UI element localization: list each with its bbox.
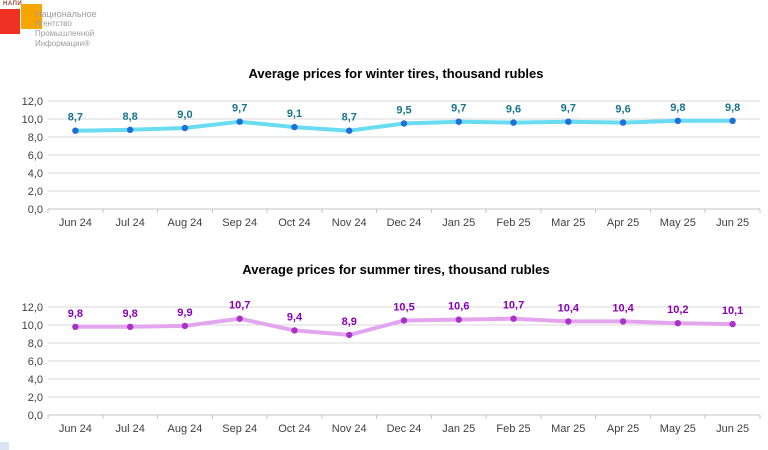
svg-text:Jan 25: Jan 25 (442, 217, 475, 229)
svg-text:9,4: 9,4 (287, 311, 303, 323)
napi-logo-orange-square-icon (21, 4, 42, 29)
svg-text:9,7: 9,7 (451, 103, 466, 115)
svg-text:9,1: 9,1 (287, 108, 302, 120)
svg-text:12,0: 12,0 (22, 96, 43, 108)
logo-line-1: Национальное (35, 9, 97, 19)
logo-line-3: Промышленной (35, 29, 95, 38)
svg-text:8,8: 8,8 (123, 111, 138, 123)
svg-text:Apr 25: Apr 25 (607, 217, 639, 229)
svg-text:Nov 24: Nov 24 (332, 423, 367, 435)
svg-text:10,2: 10,2 (667, 304, 688, 316)
summer-chart-title: Average prices for summer tires, thousan… (242, 262, 550, 277)
svg-text:6,0: 6,0 (28, 356, 43, 368)
svg-text:8,7: 8,7 (68, 112, 83, 124)
svg-text:10,7: 10,7 (229, 300, 250, 312)
svg-text:2,0: 2,0 (28, 392, 43, 404)
svg-text:Oct 24: Oct 24 (278, 217, 310, 229)
svg-text:Jun 25: Jun 25 (716, 423, 749, 435)
winter-tires-line-chart: 12,0 10,0 8,0 6,0 4,0 2,0 0,0 Jun 24 Jul 24 Aug 2… (22, 96, 761, 229)
svg-text:May 25: May 25 (660, 217, 696, 229)
winter-chart-title: Average prices for winter tires, thousan… (248, 66, 544, 81)
svg-text:9,5: 9,5 (396, 105, 411, 117)
svg-text:Jun 24: Jun 24 (59, 423, 92, 435)
svg-text:6,0: 6,0 (28, 150, 43, 162)
napi-logo-red-square-icon (0, 9, 20, 34)
svg-text:10,0: 10,0 (22, 320, 43, 332)
svg-text:10,1: 10,1 (722, 305, 743, 317)
svg-text:Feb 25: Feb 25 (496, 423, 530, 435)
svg-text:Dec 24: Dec 24 (387, 423, 422, 435)
summer-tires-line-chart: 12,0 10,0 8,0 6,0 4,0 2,0 0,0 Jun 24 Jul 24 Aug 2… (22, 300, 761, 435)
svg-text:Aug 24: Aug 24 (167, 217, 202, 229)
svg-text:8,7: 8,7 (342, 112, 357, 124)
svg-text:0,0: 0,0 (28, 204, 43, 216)
svg-text:Dec 24: Dec 24 (387, 217, 422, 229)
svg-text:8,0: 8,0 (28, 132, 43, 144)
svg-text:12,0: 12,0 (22, 302, 43, 314)
svg-text:2,0: 2,0 (28, 186, 43, 198)
svg-text:Aug 24: Aug 24 (167, 423, 202, 435)
svg-text:9,0: 9,0 (177, 109, 192, 121)
svg-text:9,7: 9,7 (232, 103, 247, 115)
svg-text:9,8: 9,8 (68, 308, 83, 320)
svg-text:Mar 25: Mar 25 (551, 217, 585, 229)
svg-text:Sep 24: Sep 24 (222, 217, 257, 229)
svg-text:Apr 25: Apr 25 (607, 423, 639, 435)
logo-line-4: Информации® (35, 39, 91, 48)
svg-text:10,4: 10,4 (558, 302, 580, 314)
svg-text:Oct 24: Oct 24 (278, 423, 310, 435)
logo-line-2: Агентство (35, 19, 72, 28)
svg-text:9,8: 9,8 (123, 308, 138, 320)
svg-text:9,6: 9,6 (615, 104, 630, 116)
svg-text:Nov 24: Nov 24 (332, 217, 367, 229)
svg-text:9,8: 9,8 (670, 102, 685, 114)
svg-text:9,7: 9,7 (561, 103, 576, 115)
svg-text:May 25: May 25 (660, 423, 696, 435)
svg-text:0,0: 0,0 (28, 410, 43, 422)
svg-text:8,9: 8,9 (342, 316, 357, 328)
svg-text:9,6: 9,6 (506, 104, 521, 116)
svg-text:8,0: 8,0 (28, 338, 43, 350)
svg-text:Jun 25: Jun 25 (716, 217, 749, 229)
svg-text:Sep 24: Sep 24 (222, 423, 257, 435)
svg-text:Jun 24: Jun 24 (59, 217, 92, 229)
svg-text:10,5: 10,5 (393, 302, 414, 314)
svg-text:10,4: 10,4 (612, 302, 634, 314)
svg-text:Feb 25: Feb 25 (496, 217, 530, 229)
svg-text:10,6: 10,6 (448, 301, 469, 313)
napi-logo-text: Национальное Агентство Промышленной Инфо… (35, 9, 97, 49)
svg-text:Mar 25: Mar 25 (551, 423, 585, 435)
svg-text:Jul 24: Jul 24 (115, 217, 144, 229)
svg-text:9,9: 9,9 (177, 307, 192, 319)
svg-text:4,0: 4,0 (28, 374, 43, 386)
svg-text:4,0: 4,0 (28, 168, 43, 180)
corner-decoration (0, 442, 9, 450)
svg-text:10,0: 10,0 (22, 114, 43, 126)
napi-logo: НАПИ Национальное Агентство Промышленной… (0, 0, 130, 55)
svg-text:9,8: 9,8 (725, 102, 740, 114)
svg-text:Jul 24: Jul 24 (115, 423, 144, 435)
napi-logo-wordmark: НАПИ (3, 1, 23, 7)
svg-text:Jan 25: Jan 25 (442, 423, 475, 435)
svg-text:10,7: 10,7 (503, 300, 524, 312)
